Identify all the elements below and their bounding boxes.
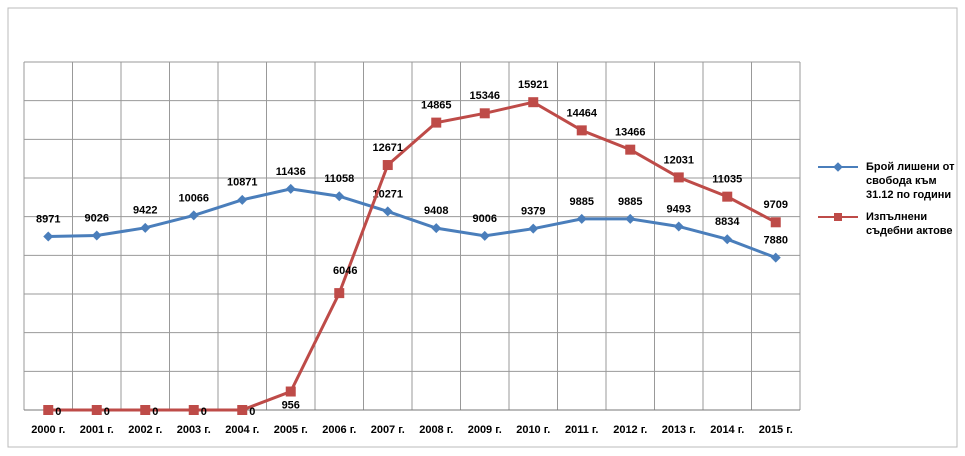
marker xyxy=(673,221,684,232)
marker xyxy=(382,206,393,217)
marker xyxy=(770,217,781,228)
data-label: 11035 xyxy=(712,174,742,186)
marker xyxy=(722,191,733,202)
data-label: 12031 xyxy=(663,154,694,166)
data-label: 14464 xyxy=(566,107,597,119)
legend-key xyxy=(818,213,858,221)
data-label: 9379 xyxy=(521,206,545,218)
legend: Брой лишени от свобода към 31.12 по годи… xyxy=(818,160,958,246)
series-line xyxy=(48,100,777,412)
marker xyxy=(479,230,490,241)
marker xyxy=(770,252,781,263)
marker xyxy=(722,234,733,245)
x-tick-label: 2008 г. xyxy=(419,424,453,436)
marker xyxy=(528,223,539,234)
marker xyxy=(43,231,54,242)
marker xyxy=(140,222,151,233)
x-tick-label: 2015 г. xyxy=(759,424,793,436)
data-label: 10871 xyxy=(227,177,258,189)
data-label: 0 xyxy=(249,406,255,418)
data-label: 8834 xyxy=(715,216,740,228)
data-label: 9709 xyxy=(764,199,788,211)
x-tick-label: 2002 г. xyxy=(128,424,162,436)
marker xyxy=(237,405,248,415)
marker xyxy=(479,108,490,119)
x-tick-label: 2000 г. xyxy=(31,424,65,436)
data-label: 9026 xyxy=(85,212,109,224)
legend-item: Изпълнени съдебни актове xyxy=(818,210,958,238)
data-label: 15346 xyxy=(469,90,500,102)
data-label: 956 xyxy=(282,399,300,411)
marker xyxy=(91,405,102,415)
data-label: 9006 xyxy=(473,213,497,225)
data-label: 9885 xyxy=(618,196,642,208)
frame xyxy=(7,7,958,448)
x-tick-label: 2001 г. xyxy=(80,424,114,436)
data-label: 0 xyxy=(152,406,158,418)
data-label: 6046 xyxy=(333,265,357,277)
marker xyxy=(382,160,393,171)
x-tick-label: 2009 г. xyxy=(468,424,502,436)
legend-key xyxy=(818,162,858,172)
marker xyxy=(576,125,587,136)
marker xyxy=(334,191,345,202)
x-tick-label: 2011 г. xyxy=(565,424,598,436)
marker xyxy=(91,230,102,241)
data-label: 9885 xyxy=(570,196,594,208)
data-label: 12671 xyxy=(372,142,403,154)
data-label: 9422 xyxy=(133,205,157,217)
data-label: 0 xyxy=(55,406,61,418)
data-label: 7880 xyxy=(764,235,788,247)
data-label: 9493 xyxy=(667,203,691,215)
marker xyxy=(625,144,636,155)
legend-marker xyxy=(833,162,843,172)
data-label: 11436 xyxy=(276,166,306,178)
marker xyxy=(673,172,684,183)
marker xyxy=(576,213,587,224)
marker xyxy=(188,210,199,221)
marker xyxy=(237,194,248,205)
marker xyxy=(334,288,345,299)
marker xyxy=(43,405,54,415)
data-label: 9408 xyxy=(424,205,448,217)
x-tick-label: 2012 г. xyxy=(613,424,647,436)
data-label: 10066 xyxy=(178,192,209,204)
legend-label: Изпълнени съдебни актове xyxy=(866,211,953,237)
x-tick-label: 2004 г. xyxy=(225,424,259,436)
series-line xyxy=(48,187,777,260)
x-tick-label: 2005 г. xyxy=(274,424,308,436)
data-label: 14865 xyxy=(421,100,452,112)
data-label: 0 xyxy=(201,406,207,418)
marker xyxy=(285,386,296,397)
legend-marker xyxy=(834,213,842,221)
data-label: 13466 xyxy=(615,127,646,139)
data-label: 0 xyxy=(104,406,110,418)
data-label: 11058 xyxy=(324,173,354,185)
marker xyxy=(188,405,199,415)
x-tick-label: 2010 г. xyxy=(516,424,550,436)
data-label: 8971 xyxy=(36,213,60,225)
marker xyxy=(431,117,442,128)
marker xyxy=(285,183,296,194)
marker xyxy=(431,223,442,234)
x-tick-label: 2006 г. xyxy=(322,424,356,436)
x-tick-label: 2007 г. xyxy=(371,424,405,436)
x-tick-label: 2013 г. xyxy=(662,424,696,436)
legend-item: Брой лишени от свобода към 31.12 по годи… xyxy=(818,160,958,202)
marker xyxy=(528,97,539,108)
legend-label: Брой лишени от свобода към 31.12 по годи… xyxy=(866,161,955,201)
x-tick-label: 2003 г. xyxy=(177,424,211,436)
x-tick-label: 2014 г. xyxy=(710,424,744,436)
data-label: 10271 xyxy=(372,188,403,200)
marker xyxy=(625,213,636,224)
marker xyxy=(140,405,151,415)
data-label: 15921 xyxy=(518,79,549,91)
